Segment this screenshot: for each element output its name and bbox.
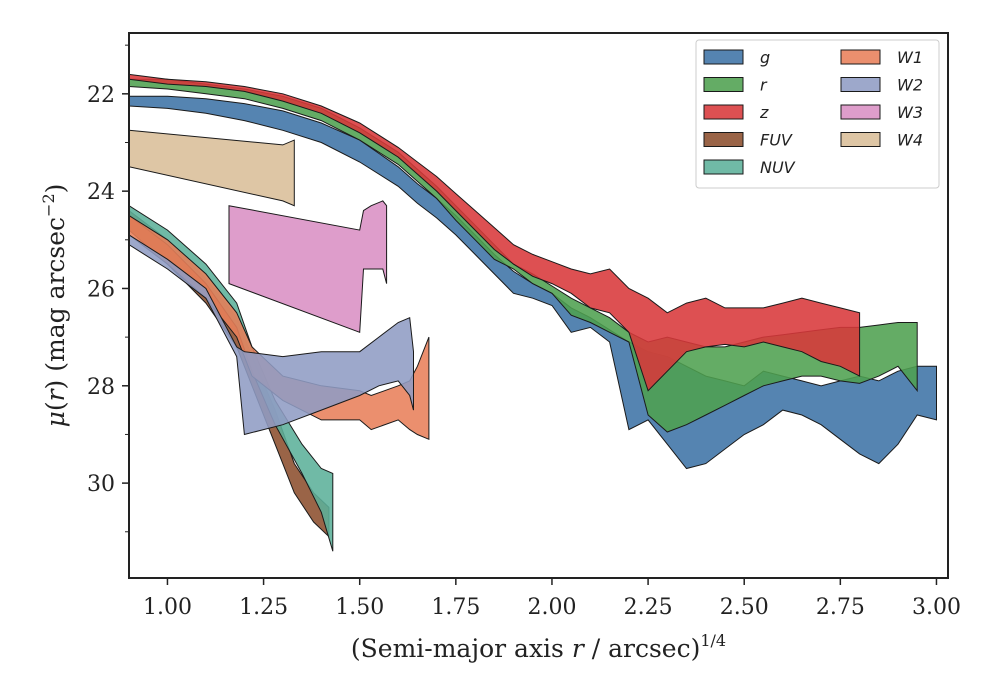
x-tick-label: 1.25	[239, 595, 288, 620]
legend-swatch-w3	[840, 104, 881, 120]
plot-frame	[128, 32, 949, 579]
legend-label-w1: W1	[897, 48, 923, 67]
band-z	[129, 73, 861, 392]
x-tick-label: 2.75	[816, 595, 865, 620]
y-axis: 22 24 26 28 30	[87, 44, 129, 533]
x-tick-label: 3.00	[912, 595, 961, 620]
legend-label-r: r	[760, 76, 768, 95]
x-tick-label: 2.00	[527, 595, 576, 620]
legend: grz FUV NUV W1 W2 W3 W4	[695, 39, 940, 189]
y-tick-label: 30	[87, 472, 115, 497]
x-tick-label: 1.50	[335, 595, 384, 620]
legend-swatch-r	[703, 77, 744, 92]
y-tick-label: 26	[87, 277, 115, 302]
x-axis-label: (Semi-major axis r / arcsec)1/4	[351, 631, 726, 663]
y-axis-label: μ(r) (mag arcsec−2)	[39, 184, 70, 428]
legend-swatch-g	[703, 49, 744, 65]
legend-label-g: g	[760, 48, 770, 67]
y-tick-label: 24	[87, 180, 115, 205]
legend-swatch-w2	[840, 77, 881, 92]
legend-label-w3: W3	[897, 103, 923, 122]
legend-label-nuv: NUV	[760, 158, 796, 177]
bands-layer	[129, 73, 937, 552]
legend-swatch-fuv	[703, 132, 744, 147]
x-tick-label: 1.00	[143, 595, 192, 620]
legend-swatch-z	[703, 104, 744, 120]
x-tick-label: 2.25	[624, 595, 673, 620]
legend-swatch-w1	[840, 49, 881, 65]
legend-label-fuv: FUV	[760, 131, 793, 150]
legend-label-w2: W2	[897, 76, 923, 95]
x-tick-label: 2.50	[720, 595, 769, 620]
legend-swatch-nuv	[703, 159, 744, 175]
legend-label-z: z	[759, 103, 769, 122]
y-tick-label: 22	[87, 83, 115, 108]
band-w2	[129, 234, 414, 436]
legend-swatch-w4	[840, 132, 881, 147]
band-w3	[228, 200, 388, 334]
x-axis: 1.00 1.25 1.50 1.75 2.00 2.25 2.50 2.75 3.00	[143, 578, 961, 620]
y-tick-label: 28	[87, 375, 115, 400]
legend-label-w4: W4	[897, 131, 923, 150]
x-tick-label: 1.75	[431, 595, 480, 620]
band-w4	[129, 129, 295, 207]
